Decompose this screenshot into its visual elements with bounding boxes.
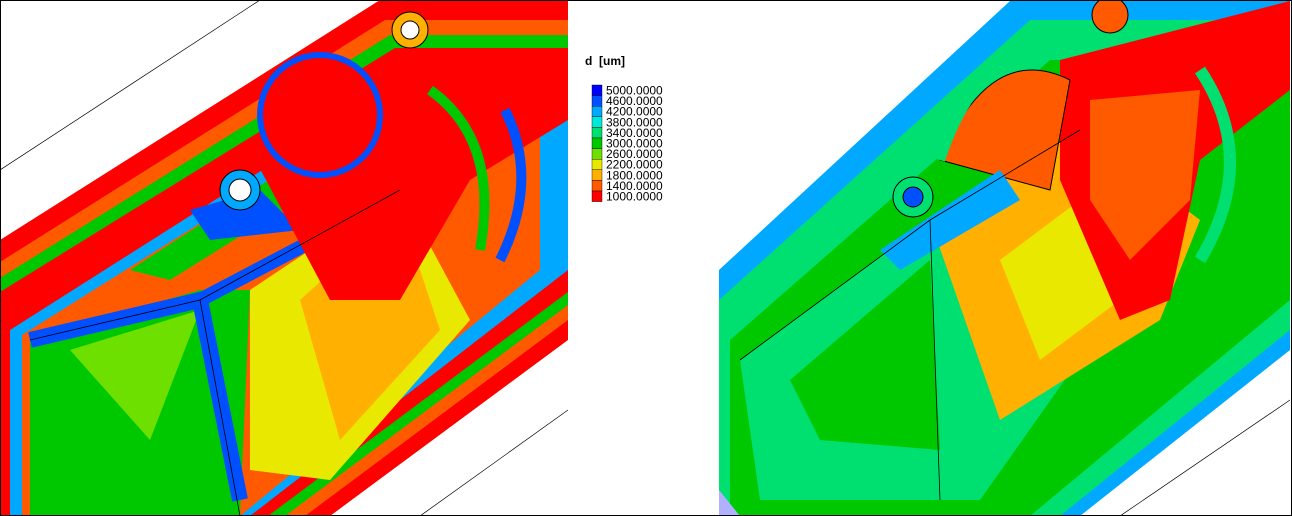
legend-swatch (592, 138, 602, 149)
legend-swatch (592, 85, 602, 96)
legend-swatch (592, 127, 602, 138)
legend-swatch (592, 96, 602, 107)
legend-title: d [um] (585, 54, 625, 68)
legend-swatch (592, 191, 602, 202)
boss-hole (229, 179, 251, 201)
screenshot: d [um] 5000.00004600.00004200.00003800.0… (0, 0, 1292, 516)
boss-hole (903, 187, 923, 207)
legend-swatch (592, 149, 602, 160)
dome (260, 55, 380, 175)
legend-swatch (592, 180, 602, 191)
legend-swatch (592, 106, 602, 117)
boss (1092, 0, 1128, 33)
legend-swatch (592, 117, 602, 128)
legend-label: 1000.0000 (606, 189, 663, 203)
boss-hole (401, 21, 419, 39)
legend-swatch (592, 170, 602, 181)
legend-swatch (592, 159, 602, 170)
